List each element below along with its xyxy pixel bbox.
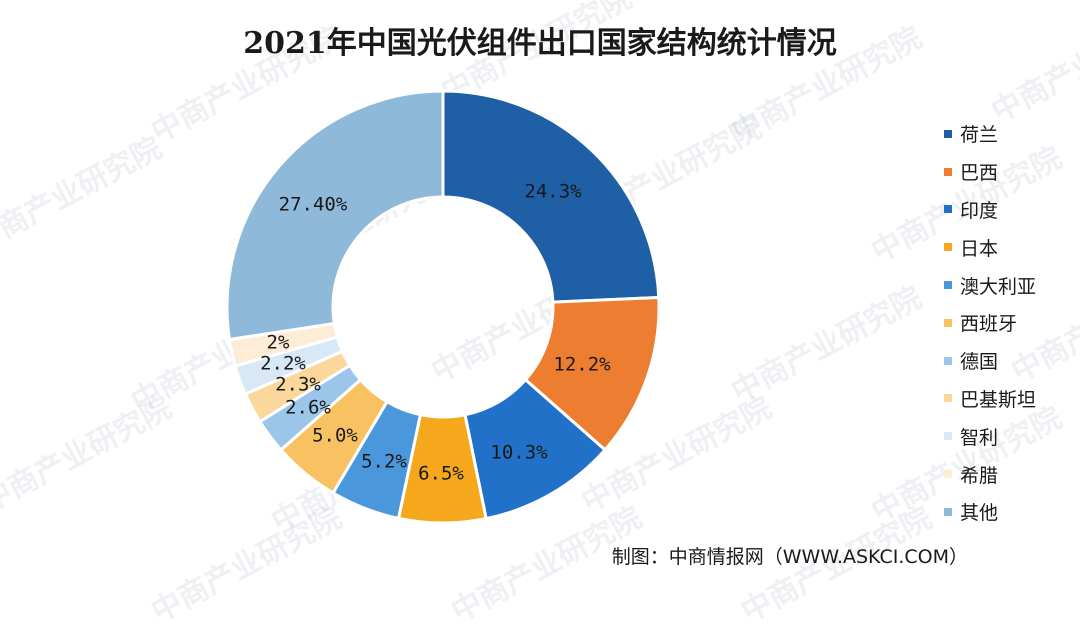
slices-group <box>225 89 661 525</box>
legend-item-4: 日本 <box>944 228 1036 266</box>
legend-swatch <box>944 507 952 516</box>
legend-swatch <box>944 243 952 252</box>
legend-swatch <box>944 394 952 403</box>
legend-label: 日本 <box>960 237 999 260</box>
slice-1 <box>441 89 661 304</box>
legend-label: 德国 <box>960 351 999 374</box>
legend-swatch <box>944 470 952 479</box>
slice-label-9: 2.2% <box>260 353 306 375</box>
legend: 荷兰巴西印度日本澳大利亚西班牙德国巴基斯坦智利希腊其他 <box>944 115 1036 531</box>
legend-swatch <box>944 356 952 365</box>
slice-label-6: 5.0% <box>312 425 358 447</box>
slice-label-5: 5.2% <box>361 451 407 473</box>
legend-swatch <box>944 281 952 290</box>
slice-label-11: 27.40% <box>279 194 348 216</box>
legend-label: 其他 <box>960 502 999 525</box>
legend-label: 澳大利亚 <box>960 275 1037 298</box>
legend-swatch <box>944 205 952 214</box>
slice-11 <box>225 89 445 342</box>
legend-item-8: 巴基斯坦 <box>944 380 1036 418</box>
slice-label-1: 24.3% <box>524 181 582 203</box>
slice-label-2: 12.2% <box>553 354 611 376</box>
legend-item-5: 澳大利亚 <box>944 266 1036 304</box>
legend-label: 巴西 <box>960 162 999 185</box>
donut-chart: 24.3%12.2%10.3%6.5%5.2%5.0%2.6%2.3%2.2%2… <box>225 89 661 525</box>
slice-label-4: 6.5% <box>418 463 464 485</box>
legend-item-9: 智利 <box>944 417 1036 455</box>
legend-label: 印度 <box>960 199 999 222</box>
legend-item-10: 希腊 <box>944 455 1036 493</box>
legend-label: 巴基斯坦 <box>960 388 1037 411</box>
legend-swatch <box>944 432 952 441</box>
legend-label: 智利 <box>960 426 999 449</box>
legend-item-2: 巴西 <box>944 153 1036 191</box>
slice-label-8: 2.3% <box>275 374 321 396</box>
legend-label: 希腊 <box>960 464 999 487</box>
legend-label: 西班牙 <box>960 313 1018 336</box>
legend-item-1: 荷兰 <box>944 115 1036 153</box>
legend-item-6: 西班牙 <box>944 304 1036 342</box>
legend-swatch <box>944 167 952 176</box>
legend-swatch <box>944 129 952 138</box>
legend-swatch <box>944 318 952 327</box>
slice-label-3: 10.3% <box>490 442 548 464</box>
labels-group: 24.3%12.2%10.3%6.5%5.2%5.0%2.6%2.3%2.2%2… <box>260 181 611 485</box>
chart-title: 2021年中国光伏组件出口国家结构统计情况 <box>243 26 837 61</box>
slice-label-7: 2.6% <box>285 397 331 419</box>
source-note: 制图：中商情报网（WWW.ASKCI.COM） <box>611 546 968 568</box>
legend-item-11: 其他 <box>944 493 1036 531</box>
legend-item-7: 德国 <box>944 342 1036 380</box>
legend-label: 荷兰 <box>960 124 999 147</box>
legend-item-3: 印度 <box>944 191 1036 229</box>
slice-label-10: 2% <box>267 332 290 354</box>
